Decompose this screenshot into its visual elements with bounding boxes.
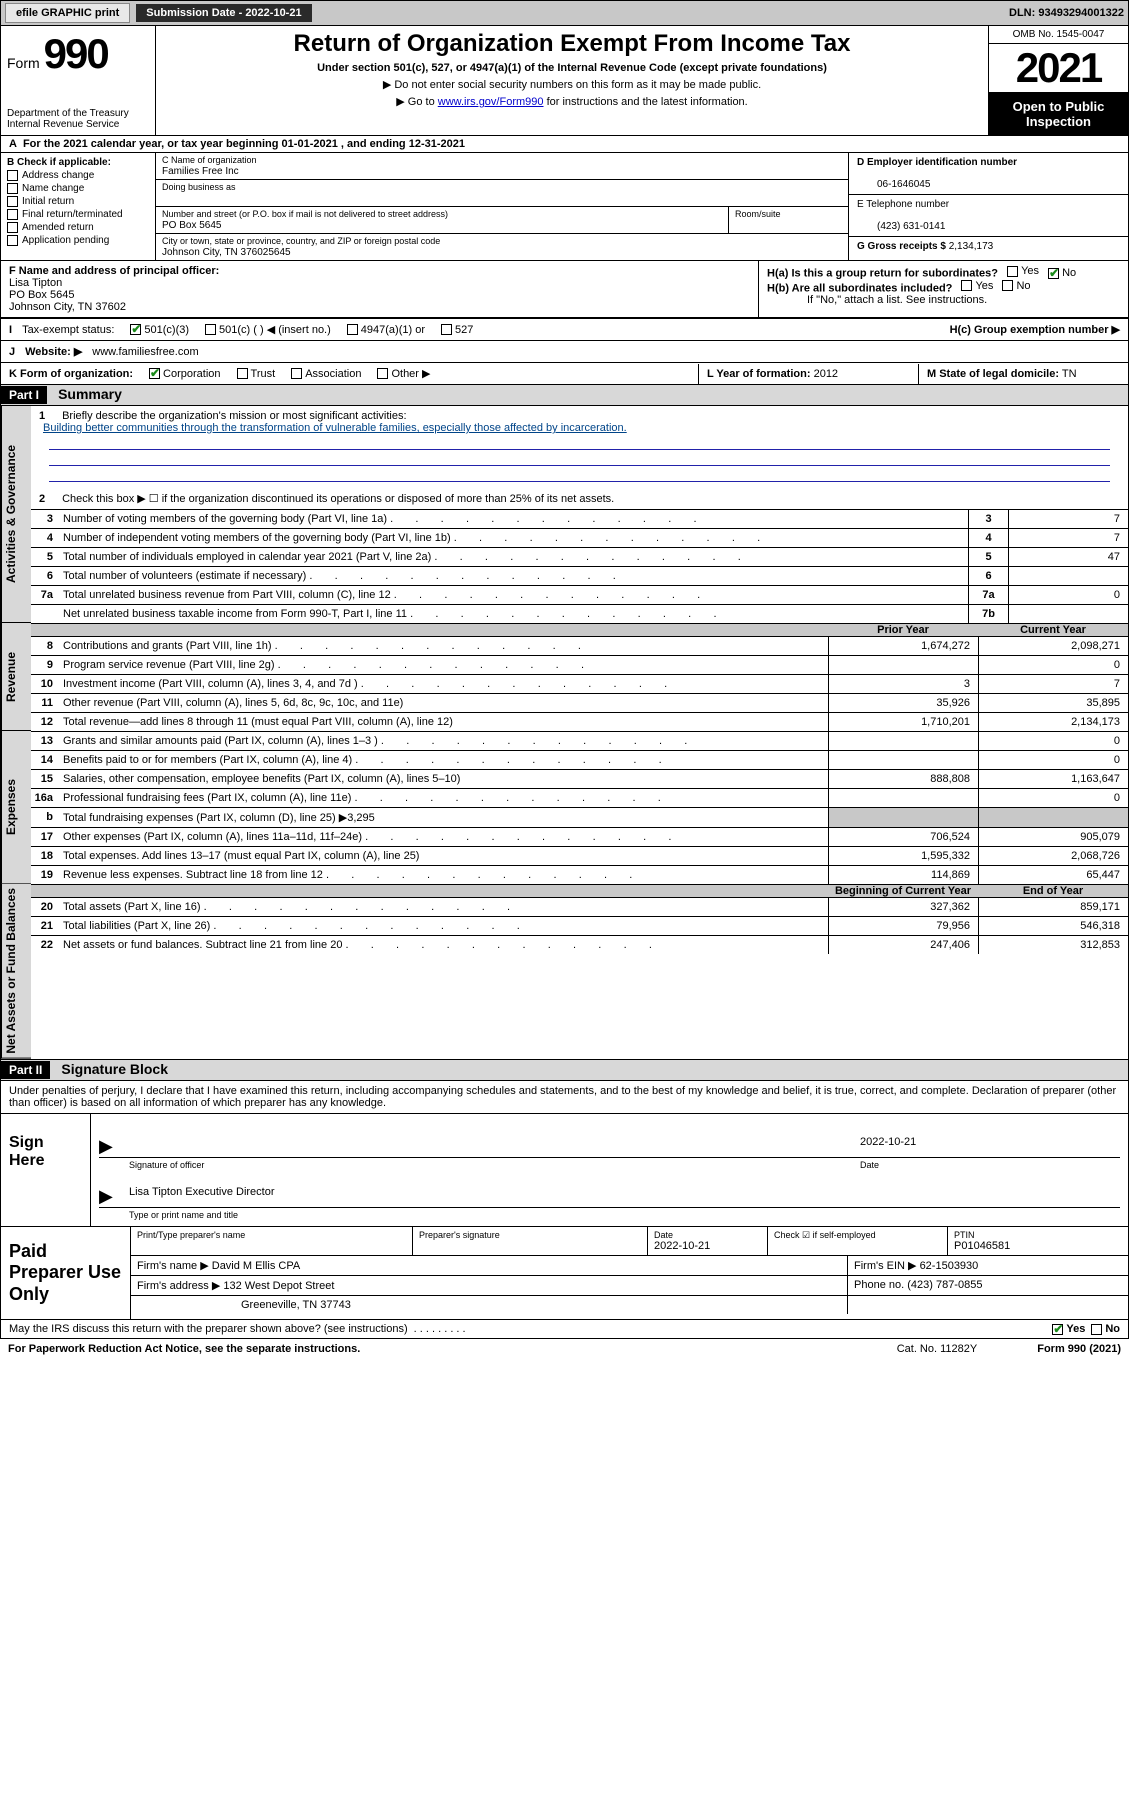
form-page: Form 990 (2021) [1037,1343,1121,1355]
signature-arrow-icon-2: ▶ [99,1186,129,1207]
form-note-1: ▶ Do not enter social security numbers o… [166,78,978,91]
chk-amended-return[interactable] [7,222,18,233]
hb-yes[interactable] [961,280,972,291]
chk-final-return[interactable] [7,209,18,220]
firm-phone: (423) 787-0855 [907,1279,982,1291]
h-c-label: H(c) Group exemption number ▶ [950,323,1120,336]
signature-block: Under penalties of perjury, I declare th… [0,1081,1129,1227]
dln: DLN: 93493294001322 [1009,7,1124,19]
discuss-yes[interactable] [1052,1324,1063,1335]
ein: 06-1646045 [857,179,930,190]
cat-no: Cat. No. 11282Y [897,1343,978,1355]
paid-preparer-block: Paid Preparer Use Only Print/Type prepar… [0,1227,1129,1321]
chk-trust[interactable] [237,368,248,379]
part-1-header: Part I Summary [0,385,1129,406]
paid-preparer-label: Paid Preparer Use Only [1,1227,131,1320]
form-subtitle: Under section 501(c), 527, or 4947(a)(1)… [166,62,978,74]
city: Johnson City, TN 376025645 [162,247,291,258]
chk-527[interactable] [441,324,452,335]
omb-number: OMB No. 1545-0047 [989,26,1128,44]
summary-table: Activities & Governance 1 Briefly descri… [0,406,1129,1060]
state-domicile: TN [1062,368,1077,380]
l8-current: 2,098,271 [978,637,1128,655]
gross-receipts: 2,134,173 [949,241,994,252]
row-i: I Tax-exempt status: 501(c)(3) 501(c) ( … [0,319,1129,341]
footer-note: For Paperwork Reduction Act Notice, see … [0,1339,1129,1359]
line-6-val [1008,567,1128,585]
form-header: Form 990 Department of the Treasury Inte… [0,26,1129,136]
section-c: C Name of organization Families Free Inc… [156,153,848,260]
line-7b-val [1008,605,1128,623]
top-bar: efile GRAPHIC print Submission Date - 20… [0,0,1129,26]
ha-yes[interactable] [1007,266,1018,277]
dept-treasury: Department of the Treasury [7,108,149,119]
chk-corporation[interactable] [149,368,160,379]
ptin: P01046581 [954,1240,1010,1252]
tax-year: 2021 [989,44,1128,93]
form-title: Return of Organization Exempt From Incom… [166,30,978,58]
open-to-public: Open to Public Inspection [989,93,1128,135]
chk-other[interactable] [377,368,388,379]
irs-link[interactable]: www.irs.gov/Form990 [438,96,544,108]
signature-arrow-icon: ▶ [99,1136,129,1157]
irs-label: Internal Revenue Service [7,119,149,130]
chk-initial-return[interactable] [7,196,18,207]
form-number: 990 [44,30,108,78]
h-b-label: H(b) Are all subordinates included? [767,282,952,294]
chk-address-change[interactable] [7,170,18,181]
chk-association[interactable] [291,368,302,379]
line-3-val: 7 [1008,510,1128,528]
telephone: (423) 631-0141 [857,221,945,232]
vlabel-expenses: Expenses [1,731,31,884]
line-4-val: 7 [1008,529,1128,547]
section-f-h: F Name and address of principal officer:… [0,261,1129,319]
ha-no[interactable] [1048,268,1059,279]
chk-self-employed[interactable]: Check ☑ if self-employed [774,1230,876,1240]
chk-4947[interactable] [347,324,358,335]
efile-print-button[interactable]: efile GRAPHIC print [5,3,130,23]
section-d-g: D Employer identification number 06-1646… [848,153,1128,260]
form-note-2: ▶ Go to www.irs.gov/Form990 for instruct… [166,95,978,108]
sign-here-label: Sign Here [1,1114,91,1226]
website-link[interactable]: www.familiesfree.com [92,346,198,358]
signature-date: 2022-10-21 [860,1136,1120,1157]
mission-text: Building better communities through the … [39,422,631,434]
officer-name-title: Lisa Tipton Executive Director [129,1186,1120,1207]
discuss-row: May the IRS discuss this return with the… [0,1320,1129,1339]
officer-name: Lisa Tipton [9,277,62,289]
chk-application-pending[interactable] [7,235,18,246]
vlabel-net-assets: Net Assets or Fund Balances [1,884,31,1059]
chk-501c[interactable] [205,324,216,335]
firm-name: David M Ellis CPA [212,1260,300,1272]
section-b: B Check if applicable: Address change Na… [1,153,156,260]
street: PO Box 5645 [162,220,221,231]
discuss-no[interactable] [1091,1324,1102,1335]
row-j: J Website: ▶ www.familiesfree.com [0,341,1129,363]
form-label: Form [7,55,40,71]
row-a-tax-year: AFor the 2021 calendar year, or tax year… [0,136,1129,153]
year-formation: 2012 [814,368,838,380]
vlabel-governance: Activities & Governance [1,406,31,623]
firm-ein: 62-1503930 [920,1260,979,1272]
header-info-block: B Check if applicable: Address change Na… [0,153,1129,261]
line-5-val: 47 [1008,548,1128,566]
vlabel-revenue: Revenue [1,623,31,731]
part-2-header: Part II Signature Block [0,1060,1129,1081]
chk-name-change[interactable] [7,183,18,194]
row-klm: K Form of organization: Corporation Trus… [0,363,1129,385]
org-name: Families Free Inc [162,166,239,177]
l8-prior: 1,674,272 [828,637,978,655]
submission-date: Submission Date - 2022-10-21 [136,4,311,22]
line-7a-val: 0 [1008,586,1128,604]
chk-501c3[interactable] [130,324,141,335]
hb-no[interactable] [1002,280,1013,291]
firm-address: 132 West Depot Street [223,1280,334,1292]
h-a-label: H(a) Is this a group return for subordin… [767,268,998,280]
